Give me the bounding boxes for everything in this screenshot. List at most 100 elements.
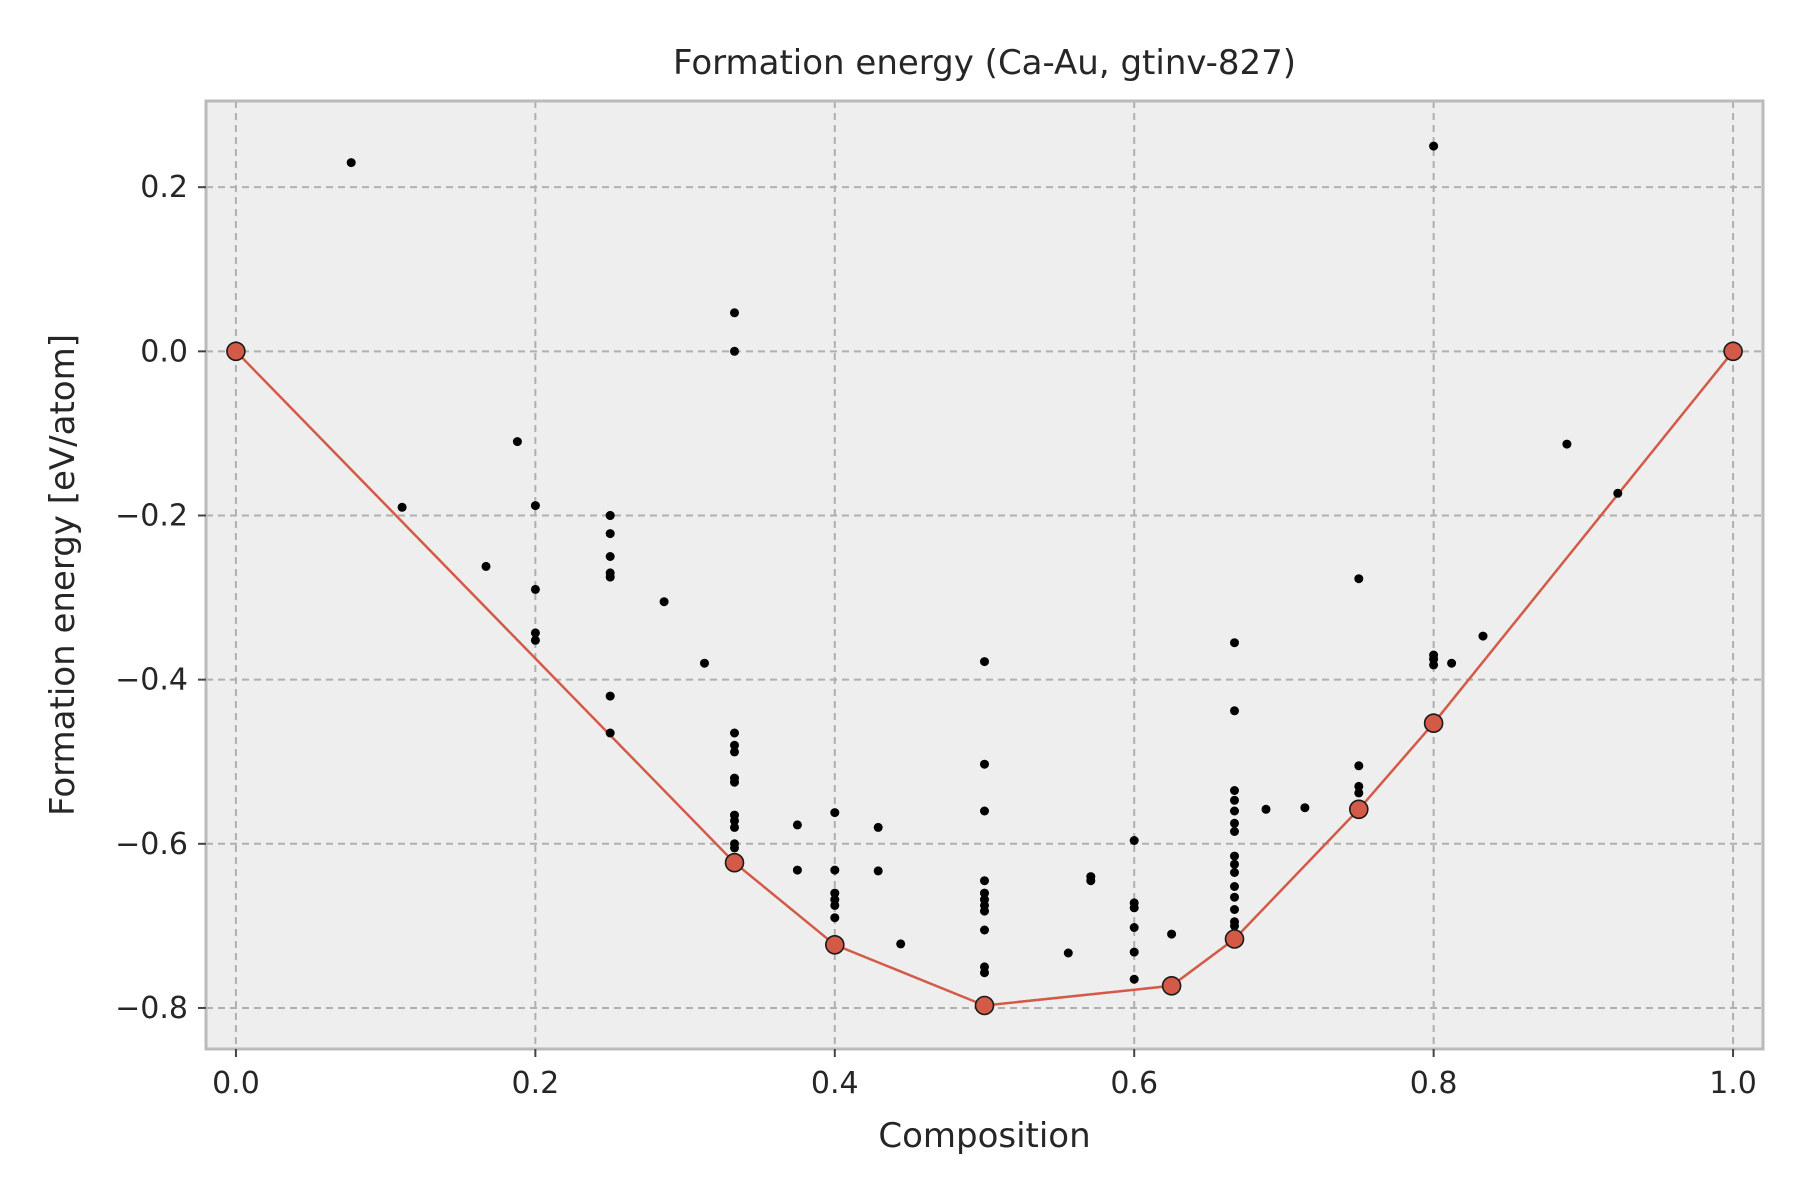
hull-point: [724, 852, 745, 873]
structure-point: [1429, 141, 1439, 151]
structure-point: [605, 572, 615, 582]
structure-point: [481, 561, 491, 571]
structure-point: [1230, 882, 1239, 891]
structure-point: [1086, 876, 1096, 886]
structure-point: [980, 888, 989, 898]
structure-point: [1230, 806, 1239, 816]
structure-point: [1354, 788, 1364, 798]
structure-point: [1230, 786, 1239, 795]
structure-point: [730, 728, 739, 738]
structure-point: [730, 843, 739, 853]
structure-point: [700, 658, 709, 668]
structure-point: [830, 913, 840, 923]
structure-point: [1429, 660, 1439, 670]
structure-point: [1447, 658, 1457, 668]
chart-title: Formation energy (Ca-Au, gtinv-827): [673, 43, 1296, 83]
structure-point: [605, 529, 615, 539]
structure-point: [1230, 905, 1239, 914]
structure-point: [1230, 795, 1239, 805]
structure-point: [1230, 818, 1239, 828]
structure-point: [980, 759, 989, 769]
hull-point: [1723, 341, 1743, 362]
x-tick-label: 0.6: [1110, 1066, 1158, 1101]
structure-point: [980, 925, 989, 935]
structure-point: [1063, 948, 1073, 958]
structure-point: [792, 820, 802, 830]
structure-point: [730, 777, 739, 787]
y-axis-ticks: 0.2 0.0 −0.2 −0.4 −0.6 −0.8: [115, 170, 206, 1026]
structure-point: [730, 747, 739, 757]
grid: [206, 101, 1763, 1049]
structure-point: [980, 806, 989, 816]
hull-point: [226, 341, 246, 362]
structure-point: [346, 158, 356, 168]
structure-point: [605, 728, 615, 738]
structure-point: [1129, 974, 1139, 984]
structure-point: [397, 502, 407, 512]
structure-point: [730, 822, 739, 832]
structure-point: [512, 437, 522, 447]
y-axis-label: Formation energy [eV/atom]: [43, 334, 83, 816]
hull-point: [1224, 929, 1245, 949]
structure-point: [530, 584, 540, 594]
structure-point: [1230, 868, 1239, 877]
structure-point: [1261, 804, 1271, 814]
structure-point: [980, 968, 989, 978]
structure-point: [873, 866, 883, 876]
structure-point: [605, 552, 615, 561]
y-tick-label: −0.2: [115, 498, 188, 533]
structure-point: [605, 511, 615, 520]
structure-point: [1230, 921, 1239, 931]
x-tick-label: 0.0: [212, 1066, 260, 1101]
structure-point: [730, 740, 739, 750]
structure-point: [1167, 929, 1177, 939]
structure-point: [1230, 638, 1239, 648]
structure-point: [1129, 836, 1139, 845]
hull-point: [974, 995, 995, 1016]
structure-point: [792, 865, 802, 875]
structure-point: [1354, 781, 1364, 791]
structure-point: [530, 628, 540, 638]
structure-point: [1230, 827, 1239, 836]
structure-point: [730, 308, 739, 318]
plot-frame: [204, 99, 1765, 1051]
y-tick-label: −0.8: [115, 991, 188, 1026]
x-tick-label: 0.2: [512, 1066, 560, 1101]
structure-point: [830, 900, 840, 910]
structure-point: [1300, 803, 1310, 813]
hull-point: [1349, 799, 1369, 820]
x-tick-label: 0.8: [1410, 1066, 1458, 1101]
structure-point: [659, 597, 669, 607]
x-tick-label: 1.0: [1709, 1066, 1757, 1101]
y-tick-label: 0.2: [140, 170, 188, 205]
structure-point: [530, 635, 540, 645]
hull-point: [824, 934, 845, 955]
structure-point: [1478, 631, 1488, 641]
y-tick-label: 0.0: [140, 334, 188, 369]
structure-point: [1562, 439, 1572, 449]
structure-point: [873, 822, 883, 832]
x-axis-label: Composition: [878, 1116, 1090, 1156]
y-tick-label: −0.6: [115, 827, 188, 862]
structure-point: [830, 808, 840, 818]
structure-point: [830, 888, 840, 898]
structure-point: [1129, 903, 1139, 913]
hull-point: [1161, 975, 1182, 996]
structure-point: [896, 939, 906, 949]
x-axis-ticks: 0.0 0.2 0.4 0.6 0.8 1.0: [212, 1049, 1757, 1101]
structure-point: [730, 346, 739, 356]
hull-vertices: [226, 341, 1743, 1016]
structure-point: [980, 906, 989, 916]
hull-point: [1423, 713, 1444, 734]
structures-scatter: [346, 141, 1623, 1009]
structure-point: [980, 657, 989, 667]
structure-point: [1129, 947, 1139, 957]
structure-point: [830, 865, 840, 875]
structure-point: [980, 876, 989, 886]
structure-point: [1129, 923, 1139, 932]
structure-point: [1354, 761, 1364, 771]
structure-point: [1230, 851, 1239, 861]
structure-point: [1230, 706, 1239, 716]
x-tick-label: 0.4: [811, 1066, 859, 1101]
